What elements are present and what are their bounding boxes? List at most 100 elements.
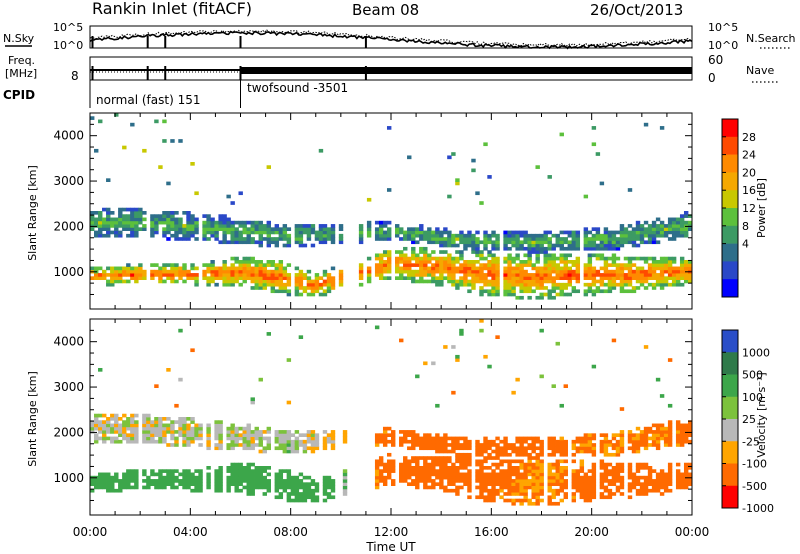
velocity-cell-424 <box>238 469 243 473</box>
power-cell-1771 <box>671 266 677 271</box>
velocity-cell-297 <box>190 472 195 477</box>
velocity-cell-346 <box>214 482 219 486</box>
power-cell-1721 <box>655 227 661 231</box>
power-cell-1003 <box>459 276 464 280</box>
velocity-cell-1391 <box>575 472 581 477</box>
power-cell-873 <box>419 256 424 261</box>
velocity-colorbar-tick-label-4: -25 <box>742 435 760 448</box>
power-cell-1452 <box>583 273 589 277</box>
power-cell-559 <box>274 230 280 235</box>
power-cell-1775 <box>671 233 677 238</box>
velocity-cell-484 <box>254 469 259 473</box>
velocity-cell-981 <box>459 452 464 457</box>
power-cell-20 <box>94 148 99 153</box>
power-cell-546 <box>270 230 276 235</box>
power-cell-1600 <box>623 289 629 294</box>
velocity-cell-503 <box>258 430 263 434</box>
power-cell-509 <box>262 279 267 284</box>
power-cell-574 <box>278 230 284 235</box>
velocity-cell-411 <box>234 466 239 470</box>
velocity-cell-385 <box>226 436 231 441</box>
velocity-cell-1137 <box>507 498 512 503</box>
power-cell-1779 <box>671 220 677 225</box>
power-colorbar-tick-label-3: 16 <box>742 184 756 197</box>
velocity-cell-532 <box>274 482 280 486</box>
power-cell-1756 <box>667 266 673 271</box>
power-cell-1208 <box>515 263 520 267</box>
velocity-cell-1648 <box>655 426 661 431</box>
velocity-cell-1536 <box>619 466 625 470</box>
velocity-cell-1050 <box>483 482 488 486</box>
velocity-cell-201 <box>158 433 163 437</box>
power-cell-628 <box>298 224 304 228</box>
velocity-cell-1392 <box>575 469 581 473</box>
velocity-cell-1179 <box>515 449 520 454</box>
velocity-cell-944 <box>451 475 456 480</box>
velocity-cell-1312 <box>551 479 556 483</box>
power-cell-185 <box>158 273 163 277</box>
power-cell-1151 <box>503 289 508 294</box>
velocity-cell-672 <box>322 482 328 486</box>
nsky-label: N.Sky <box>3 32 35 45</box>
power-cell-1561 <box>611 269 617 274</box>
power-cell-1377 <box>559 282 564 287</box>
power-cell-1296 <box>539 295 544 300</box>
velocity-cell-1616 <box>647 479 653 483</box>
power-cell-485 <box>254 240 259 245</box>
power-cell-1156 <box>503 273 508 277</box>
power-cell-1365 <box>555 273 560 277</box>
velocity-cell-376 <box>226 488 231 493</box>
power-cell-60 <box>110 269 115 274</box>
power-cell-1768 <box>671 276 677 280</box>
velocity-cell-954 <box>451 390 456 395</box>
velocity-cell-724 <box>374 433 380 437</box>
power-cell-1192 <box>511 269 516 274</box>
power-cell-718 <box>338 227 344 231</box>
power-cell-1467 <box>587 276 593 280</box>
power-cell-1657 <box>639 279 645 284</box>
velocity-cell-1132 <box>503 449 508 454</box>
velocity-cell-699 <box>330 430 336 434</box>
power-cell-1651 <box>635 233 641 238</box>
velocity-cell-549 <box>278 446 284 451</box>
power-cell-607 <box>294 273 300 277</box>
power-cell-1665 <box>639 233 645 238</box>
velocity-cell-977 <box>459 466 464 470</box>
velocity-cell-85 <box>118 439 123 444</box>
power-cell-1772 <box>671 260 677 264</box>
velocity-cell-466 <box>250 479 255 483</box>
power-cell-1115 <box>491 292 496 297</box>
power-cell-1036 <box>467 240 472 245</box>
power-cell-192 <box>162 279 167 284</box>
velocity-cell-187 <box>154 430 159 434</box>
power-cell-662 <box>314 273 320 277</box>
power-cell-1275 <box>531 240 536 245</box>
power-cell-1243 <box>523 246 528 251</box>
power-cell-784 <box>386 263 392 267</box>
power-cell-1497 <box>595 289 601 294</box>
velocity-cell-1655 <box>659 475 665 480</box>
power-cell-1408 <box>567 279 572 284</box>
velocity-cell-1422 <box>583 449 589 454</box>
power-cell-311 <box>202 227 207 231</box>
power-cell-1146 <box>495 243 500 248</box>
power-cell-459 <box>246 230 251 235</box>
power-cell-248 <box>178 269 183 274</box>
power-cell-1510 <box>595 152 601 156</box>
velocity-cell-383 <box>226 446 231 451</box>
velocity-cell-1199 <box>519 443 524 447</box>
velocity-cell-1626 <box>651 485 657 490</box>
power-cell-1335 <box>547 266 552 271</box>
power-cell-1511 <box>599 289 605 294</box>
power-cell-1126 <box>491 256 496 261</box>
velocity-cell-892 <box>435 446 440 451</box>
velocity-cell-771 <box>399 472 404 477</box>
velocity-cell-1045 <box>479 319 484 323</box>
power-cell-586 <box>282 230 288 235</box>
power-cell-1189 <box>511 279 516 284</box>
power-cell-518 <box>262 224 267 228</box>
power-cell-541 <box>270 269 276 274</box>
power-cell-234 <box>174 273 179 277</box>
velocity-cell-398 <box>230 439 235 444</box>
power-cell-945 <box>439 230 444 235</box>
